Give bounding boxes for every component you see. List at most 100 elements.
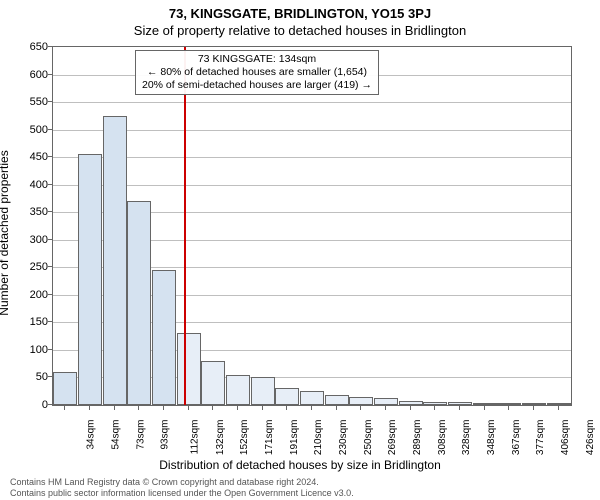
- xtick-mark: [237, 406, 238, 410]
- histogram-bar: [152, 270, 176, 405]
- xtick-mark: [114, 406, 115, 410]
- annotation-box: 73 KINGSGATE: 134sqm ← 80% of detached h…: [135, 50, 379, 95]
- ytick-label: 600: [8, 69, 48, 81]
- xtick-label: 73sqm: [135, 420, 146, 450]
- histogram-bar: [226, 375, 250, 405]
- histogram-bar: [448, 402, 472, 405]
- annotation-line1: 73 KINGSGATE: 134sqm: [142, 53, 372, 66]
- histogram-bar: [103, 116, 127, 405]
- footer-line2: Contains public sector information licen…: [10, 488, 354, 498]
- ytick-label: 300: [8, 234, 48, 246]
- ytick-label: 100: [8, 344, 48, 356]
- ytick-mark: [48, 46, 52, 47]
- xtick-mark: [64, 406, 65, 410]
- xtick-label: 269sqm: [387, 420, 398, 456]
- xtick-label: 377sqm: [535, 420, 546, 456]
- histogram-bar: [325, 395, 349, 405]
- xtick-label: 93sqm: [160, 420, 171, 450]
- xtick-label: 348sqm: [486, 420, 497, 456]
- ytick-label: 400: [8, 179, 48, 191]
- xtick-mark: [360, 406, 361, 410]
- xtick-mark: [336, 406, 337, 410]
- gridline: [53, 157, 571, 158]
- histogram-bar: [399, 401, 423, 405]
- gridline: [53, 185, 571, 186]
- ytick-label: 650: [8, 41, 48, 53]
- histogram-bar: [78, 154, 102, 405]
- histogram-bar: [275, 388, 299, 405]
- xtick-label: 289sqm: [412, 420, 423, 456]
- ytick-label: 450: [8, 151, 48, 163]
- xtick-label: 132sqm: [215, 420, 226, 456]
- xtick-label: 54sqm: [111, 420, 122, 450]
- ytick-mark: [48, 239, 52, 240]
- histogram-bar: [522, 403, 546, 405]
- ytick-label: 350: [8, 206, 48, 218]
- ytick-mark: [48, 376, 52, 377]
- xtick-mark: [459, 406, 460, 410]
- xtick-label: 328sqm: [461, 420, 472, 456]
- ytick-mark: [48, 101, 52, 102]
- xtick-mark: [262, 406, 263, 410]
- xtick-mark: [188, 406, 189, 410]
- xtick-mark: [508, 406, 509, 410]
- histogram-bar: [349, 397, 373, 405]
- xtick-label: 171sqm: [264, 420, 275, 456]
- ytick-mark: [48, 321, 52, 322]
- xtick-mark: [212, 406, 213, 410]
- ytick-mark: [48, 74, 52, 75]
- ytick-label: 500: [8, 124, 48, 136]
- xtick-mark: [311, 406, 312, 410]
- plot-area: [52, 46, 572, 406]
- xtick-label: 152sqm: [239, 420, 250, 456]
- xtick-label: 250sqm: [363, 420, 374, 456]
- ytick-mark: [48, 294, 52, 295]
- xtick-mark: [434, 406, 435, 410]
- xtick-label: 426sqm: [585, 420, 596, 456]
- histogram-bar: [53, 372, 77, 405]
- header-address: 73, KINGSGATE, BRIDLINGTON, YO15 3PJ: [0, 0, 600, 21]
- xtick-label: 191sqm: [289, 420, 300, 456]
- histogram-bar: [127, 201, 151, 405]
- ytick-mark: [48, 349, 52, 350]
- footer-line1: Contains HM Land Registry data © Crown c…: [10, 477, 354, 487]
- xtick-label: 210sqm: [313, 420, 324, 456]
- ytick-mark: [48, 404, 52, 405]
- header-subtitle: Size of property relative to detached ho…: [0, 21, 600, 38]
- xtick-label: 406sqm: [560, 420, 571, 456]
- histogram-bar: [547, 403, 571, 405]
- xtick-mark: [163, 406, 164, 410]
- xtick-mark: [385, 406, 386, 410]
- ytick-label: 0: [8, 399, 48, 411]
- ytick-label: 200: [8, 289, 48, 301]
- annotation-line2: ← 80% of detached houses are smaller (1,…: [142, 66, 372, 79]
- histogram-bar: [423, 402, 447, 405]
- histogram-bar: [374, 398, 398, 405]
- xtick-label: 34sqm: [86, 420, 97, 450]
- xtick-label: 367sqm: [511, 420, 522, 456]
- ytick-mark: [48, 266, 52, 267]
- histogram-bar: [497, 403, 521, 405]
- gridline: [53, 130, 571, 131]
- footer-text: Contains HM Land Registry data © Crown c…: [10, 477, 354, 498]
- gridline: [53, 102, 571, 103]
- ytick-mark: [48, 211, 52, 212]
- ytick-mark: [48, 156, 52, 157]
- histogram-bar: [251, 377, 275, 405]
- histogram-bar: [300, 391, 324, 405]
- histogram-bar: [473, 403, 497, 405]
- reference-line: [184, 47, 186, 405]
- xtick-mark: [533, 406, 534, 410]
- xtick-mark: [558, 406, 559, 410]
- ytick-label: 50: [8, 371, 48, 383]
- xtick-label: 230sqm: [338, 420, 349, 456]
- xtick-mark: [138, 406, 139, 410]
- ytick-label: 150: [8, 316, 48, 328]
- xtick-mark: [484, 406, 485, 410]
- xaxis-title: Distribution of detached houses by size …: [0, 458, 600, 472]
- xtick-mark: [286, 406, 287, 410]
- xtick-label: 112sqm: [189, 420, 200, 455]
- histogram-bar: [201, 361, 225, 405]
- ytick-mark: [48, 184, 52, 185]
- xtick-mark: [410, 406, 411, 410]
